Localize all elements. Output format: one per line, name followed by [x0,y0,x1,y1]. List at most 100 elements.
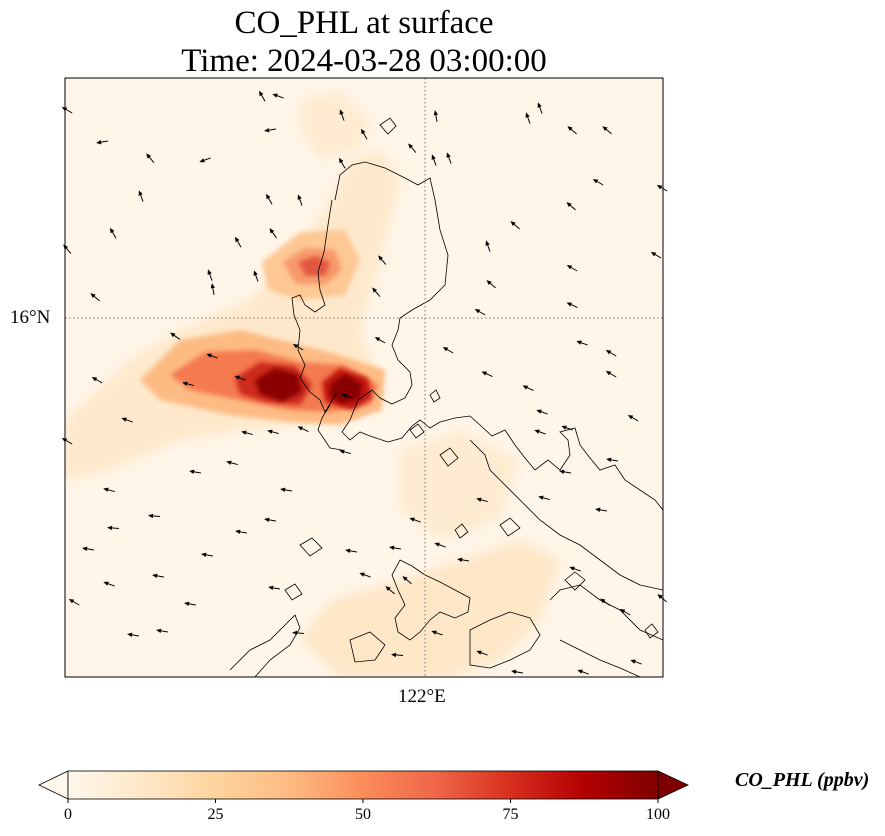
wind-arrow [486,280,496,289]
wind-arrow [606,457,618,462]
wind-arrow [600,598,611,606]
plume-main-core [255,368,302,402]
wind-arrow [559,469,571,474]
wind-arrow [619,609,631,616]
longitude-tick-label: 122°E [398,686,446,707]
wind-arrow [103,487,115,493]
wind-arrow [511,669,523,674]
island-6 [499,517,521,537]
wind-arrow [409,517,421,523]
plume-haze-east [400,430,520,540]
wind-arrow [576,340,588,346]
wind-arrow [538,495,550,501]
luzon-coastline [334,161,663,511]
wind-arrow [341,393,353,399]
wind-arrow [96,140,108,145]
wind-arrow [433,110,438,122]
wind-arrow [391,652,404,658]
colorbar-tick-0: 0 [64,806,72,823]
wind-arrow [567,126,577,135]
wind-arrow [152,573,164,578]
island-9 [429,389,441,403]
wind-arrow [170,332,181,340]
manila-bay-coast [291,199,337,413]
wind-arrow [402,576,412,585]
wind-arrow [476,497,488,503]
wind-arrow [107,525,120,531]
wind-arrow [292,344,304,351]
island-2 [409,423,425,439]
wind-arrow [264,517,276,522]
plume-haze-north [300,90,370,160]
wind-arrow [408,143,417,153]
wind-arrow [359,572,371,578]
wind-arrow [146,153,155,163]
wind-arrow [292,630,305,636]
wind-arrow [605,350,617,357]
wind-arrow [592,179,604,186]
wind-arrow [431,154,437,166]
wind-arrow [266,193,273,205]
wind-arrow [537,102,543,114]
wind-arrow [297,426,309,432]
plume-haze-south [300,540,560,677]
wind-arrow [474,309,486,316]
palawan-coast [229,614,301,677]
mindoro-coast [391,559,471,641]
map-title: CO_PHL at surface [234,5,494,41]
plume-east-core [330,374,362,404]
wind-arrow [650,252,662,259]
wind-arrow [207,269,213,281]
wind-arrow [566,302,578,308]
latitude-tick-label: 16°N [10,307,51,328]
wind-arrow [91,377,103,384]
wind-arrow [210,283,215,295]
wind-arrow [259,90,266,102]
wind-arrow [253,270,259,282]
wind-arrow [525,112,531,124]
wind-arrow [374,337,386,344]
island-5 [454,523,469,539]
wind-arrow [339,157,346,169]
wind-arrow [561,425,573,431]
wind-arrow [267,429,279,435]
wind-arrow [577,669,589,675]
wind-arrow [272,93,284,99]
colorbar-tick-50: 50 [355,806,371,823]
plume-north-core [298,256,330,276]
wind-arrow [485,240,491,252]
wind-arrow [206,353,218,359]
wind-arrow [389,545,401,550]
island-1 [379,117,397,135]
wind-arrow [605,371,617,378]
leyte-coast [559,639,641,677]
wind-arrow [235,236,242,248]
map-frame [64,77,664,678]
wind-arrow [385,586,395,595]
wind-arrow [90,293,100,302]
wind-vectors [61,90,668,675]
panay-coast [469,611,541,669]
wind-arrow [269,228,277,239]
wind-arrow [372,287,381,297]
wind-arrow [280,487,292,492]
wind-arrow [534,429,546,435]
wind-arrow [569,566,581,572]
island-4 [299,537,323,557]
wind-arrow [264,128,276,133]
island-7 [564,571,586,591]
wind-arrow [481,371,493,377]
island-10 [284,583,303,601]
colorbar-tick-25: 25 [207,806,224,823]
wind-arrow [361,128,368,140]
wind-arrow [627,415,639,422]
wind-arrow [476,650,488,656]
colorbar-tick-75: 75 [502,806,519,823]
wind-arrow [457,557,469,562]
wind-arrow [184,601,196,606]
wind-arrow [345,548,357,553]
colorbar-label: CO_PHL (ppbv) [735,769,870,791]
wind-arrow [510,221,520,230]
island-3 [439,447,459,467]
wind-arrow [595,507,607,512]
